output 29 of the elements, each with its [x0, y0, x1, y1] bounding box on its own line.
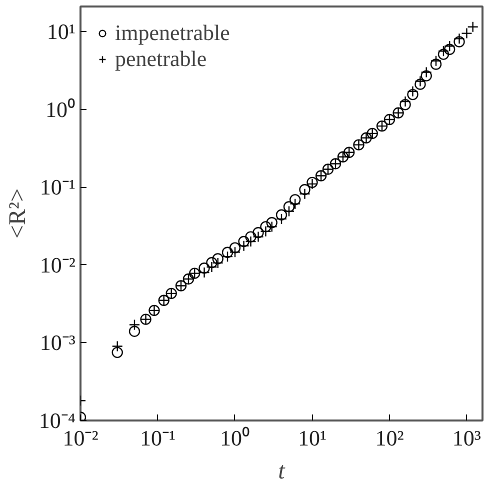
x-axis-title: t [278, 458, 286, 484]
point [400, 99, 411, 110]
point [206, 257, 218, 268]
point [238, 236, 250, 248]
point [407, 88, 418, 100]
point [430, 58, 442, 70]
y-tick-label: 10⁻¹ [40, 174, 76, 200]
y-tick-label: 10¹ [46, 19, 76, 44]
legend-label: penetrable [115, 46, 207, 72]
point [222, 246, 234, 258]
x-tick-label: 10⁻¹ [140, 426, 176, 450]
point [252, 227, 264, 238]
point [454, 36, 465, 48]
point [198, 262, 210, 274]
y-tick-label: 10⁻² [40, 252, 76, 278]
x-tick-label: 10¹ [298, 426, 327, 450]
point [438, 48, 450, 60]
y-tick-label: 10⁰ [46, 96, 76, 122]
y-axis-title: <R²> [4, 188, 31, 239]
y-tick-label: 10⁻³ [40, 330, 76, 356]
point [229, 242, 241, 254]
point [245, 231, 256, 242]
point [260, 221, 272, 232]
x-tick-label: 10⁰ [220, 426, 250, 450]
x-tick-label: 10⁻² [62, 426, 99, 450]
point [414, 78, 426, 90]
x-tick-label: 10³ [452, 426, 482, 450]
legend-label: impenetrable [115, 20, 230, 46]
x-tick-label: 10² [375, 426, 404, 450]
